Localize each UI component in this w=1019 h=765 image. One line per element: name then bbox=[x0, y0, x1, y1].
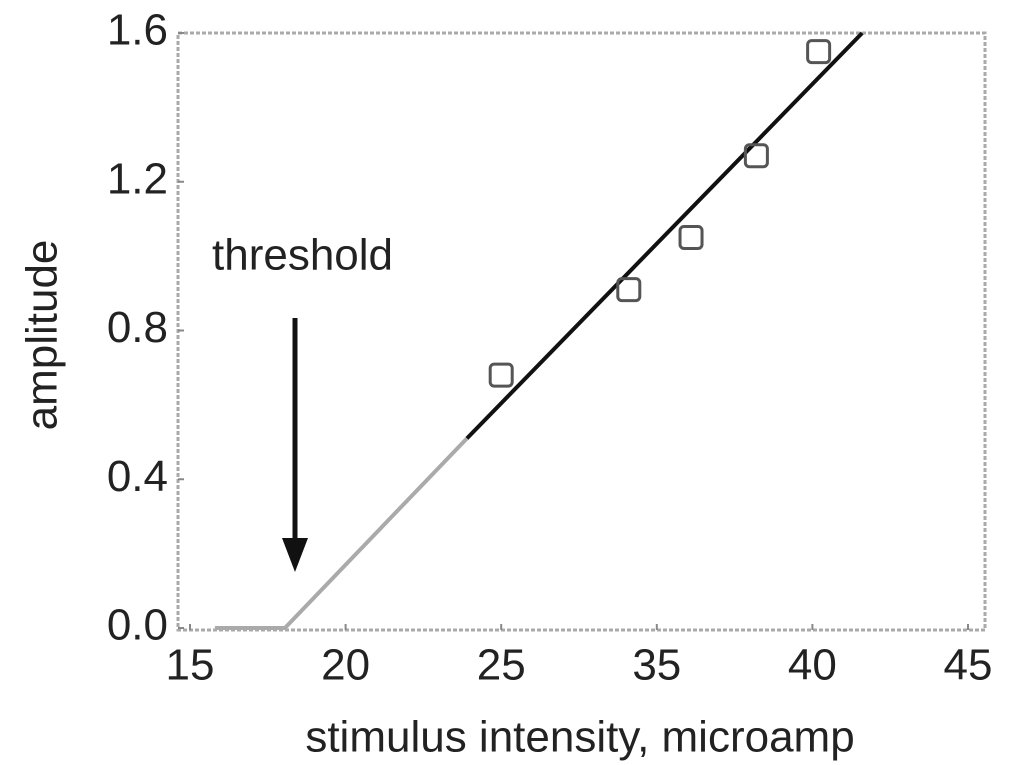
data-point bbox=[488, 362, 514, 388]
x-tick-label: 25 bbox=[477, 641, 526, 690]
fit-line bbox=[465, 31, 864, 440]
data-point bbox=[806, 39, 832, 65]
x-tick-label: 45 bbox=[944, 641, 993, 690]
x-tick-label: 35 bbox=[632, 641, 681, 690]
data-point bbox=[678, 225, 704, 251]
data-point bbox=[616, 277, 642, 303]
fit-line bbox=[214, 436, 469, 630]
y-tick-label: 0.4 bbox=[107, 452, 168, 501]
y-axis-label: amplitude bbox=[18, 240, 67, 431]
y-tick-label: 0.8 bbox=[107, 303, 168, 352]
x-tick-label: 20 bbox=[321, 641, 370, 690]
y-tick-label: 0.0 bbox=[107, 601, 168, 650]
y-tick-label: 1.2 bbox=[107, 154, 168, 203]
annotation: threshold bbox=[212, 231, 393, 280]
x-tick-label: 40 bbox=[788, 641, 837, 690]
y-tick-label: 1.6 bbox=[107, 6, 168, 55]
x-tick-label: 15 bbox=[166, 641, 215, 690]
x-axis-label: stimulus intensity, microamp bbox=[305, 713, 854, 762]
arrow-head bbox=[282, 538, 308, 572]
data-point bbox=[743, 143, 769, 169]
